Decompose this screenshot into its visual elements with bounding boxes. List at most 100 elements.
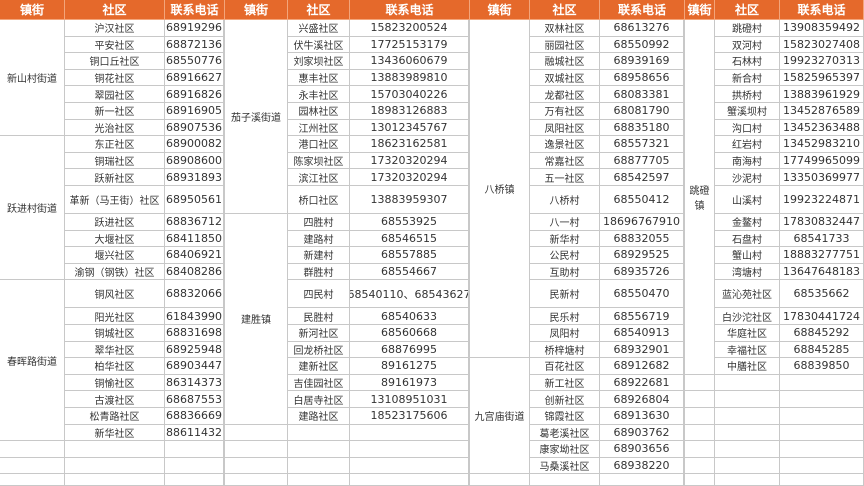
phone-number: 13452876589	[780, 103, 864, 120]
empty-cell	[780, 457, 864, 475]
community-name: 铜风社区	[65, 280, 165, 309]
phone-number: 68845285	[780, 341, 864, 359]
phone-number: 61843990	[165, 308, 225, 325]
phone-number: 68935726	[600, 263, 685, 281]
community-name: 公民村	[530, 247, 600, 264]
phone-number: 15823027408	[780, 36, 864, 54]
phone-number: 68938220	[600, 457, 685, 475]
phone-number: 68931893	[165, 169, 225, 186]
community-name: 永丰社区	[288, 86, 350, 103]
community-name: 江州社区	[288, 119, 350, 137]
community-name: 刘家坝社区	[288, 53, 350, 70]
community-name: 滨江社区	[288, 169, 350, 186]
community-name: 建路社区	[288, 408, 350, 425]
phone-number: 68560668	[350, 325, 470, 342]
phone-number: 68919296	[165, 20, 225, 37]
community-name: 康家坳社区	[530, 441, 600, 458]
phone-number: 68540633	[350, 308, 470, 325]
phone-number: 68916826	[165, 86, 225, 103]
community-name: 五一社区	[530, 169, 600, 186]
community-name: 古渡社区	[65, 391, 165, 408]
community-name: 民胜村	[288, 308, 350, 325]
phone-number: 13350369977	[780, 169, 864, 186]
empty-cell	[780, 441, 864, 458]
community-name: 融城社区	[530, 53, 600, 70]
phone-number: 17320320294	[350, 152, 470, 170]
phone-number: 68913630	[600, 408, 685, 425]
community-name: 新建村	[288, 247, 350, 264]
phone-number: 68876995	[350, 341, 470, 359]
phone-number: 13647648183	[780, 263, 864, 281]
phone-number: 88611432	[165, 424, 225, 442]
phone-number: 68554667	[350, 263, 470, 281]
phone-number: 89161275	[350, 358, 470, 375]
phone-number: 17320320294	[350, 169, 470, 186]
phone-number: 68872136	[165, 36, 225, 54]
empty-cell	[0, 474, 65, 486]
phone-number: 15825965397	[780, 69, 864, 87]
empty-cell	[225, 474, 288, 486]
community-name: 龙都社区	[530, 86, 600, 103]
header-community: 社区	[65, 0, 165, 20]
empty-cell	[225, 441, 288, 458]
community-name: 新一社区	[65, 103, 165, 120]
empty-cell	[715, 374, 780, 392]
phone-number: 68900082	[165, 136, 225, 153]
phone-number: 68540913	[600, 325, 685, 342]
empty-cell	[530, 474, 600, 486]
phone-number: 13452983210	[780, 136, 864, 153]
phone-number: 68542597	[600, 169, 685, 186]
community-name: 铜瑞社区	[65, 152, 165, 170]
town-name: 九宫庙街道	[470, 358, 530, 475]
community-name: 铜口丘社区	[65, 53, 165, 70]
community-name: 回龙桥社区	[288, 341, 350, 359]
town-name: 八桥镇	[470, 20, 530, 359]
header-community: 社区	[530, 0, 600, 20]
community-name: 南海村	[715, 152, 780, 170]
empty-cell	[288, 457, 350, 475]
community-name: 丽园社区	[530, 36, 600, 54]
phone-number: 17830441724	[780, 308, 864, 325]
community-name: 双林社区	[530, 20, 600, 37]
community-name: 拱桥村	[715, 86, 780, 103]
phone-number: 68832066	[165, 280, 225, 309]
community-name: 逸景社区	[530, 136, 600, 153]
community-name: 民乐村	[530, 308, 600, 325]
community-name: 民新村	[530, 280, 600, 309]
community-name: 白居寺社区	[288, 391, 350, 408]
phone-number: 68832055	[600, 230, 685, 248]
empty-cell	[225, 424, 288, 442]
phone-number: 68958656	[600, 69, 685, 87]
phone-number: 68687553	[165, 391, 225, 408]
phone-number: 68836669	[165, 408, 225, 425]
empty-cell	[165, 457, 225, 475]
community-name: 蟹山村	[715, 247, 780, 264]
phone-number: 68903447	[165, 358, 225, 375]
phone-number: 13108951031	[350, 391, 470, 408]
empty-cell	[0, 457, 65, 475]
empty-cell	[288, 474, 350, 486]
phone-number: 86314373	[165, 374, 225, 392]
phone-number: 68557321	[600, 136, 685, 153]
phone-number: 68939169	[600, 53, 685, 70]
empty-cell	[165, 474, 225, 486]
phone-number: 68922681	[600, 374, 685, 392]
community-name: 陈家坝社区	[288, 152, 350, 170]
phone-number: 68845292	[780, 325, 864, 342]
phone-number: 68907536	[165, 119, 225, 137]
phone-number: 68831698	[165, 325, 225, 342]
phone-number: 68408286	[165, 263, 225, 281]
community-name: 马桑溪社区	[530, 457, 600, 475]
empty-cell	[780, 408, 864, 425]
phone-number: 68411850	[165, 230, 225, 248]
phone-number: 17725153179	[350, 36, 470, 54]
header-phone: 联系电话	[600, 0, 685, 20]
community-name: 建路村	[288, 230, 350, 248]
phone-number: 68535662	[780, 280, 864, 309]
phone-number: 68835180	[600, 119, 685, 137]
header-town: 镇街	[225, 0, 288, 20]
community-name: 跳磴村	[715, 20, 780, 37]
empty-cell	[350, 424, 470, 442]
empty-cell	[715, 408, 780, 425]
community-name: 万有社区	[530, 103, 600, 120]
